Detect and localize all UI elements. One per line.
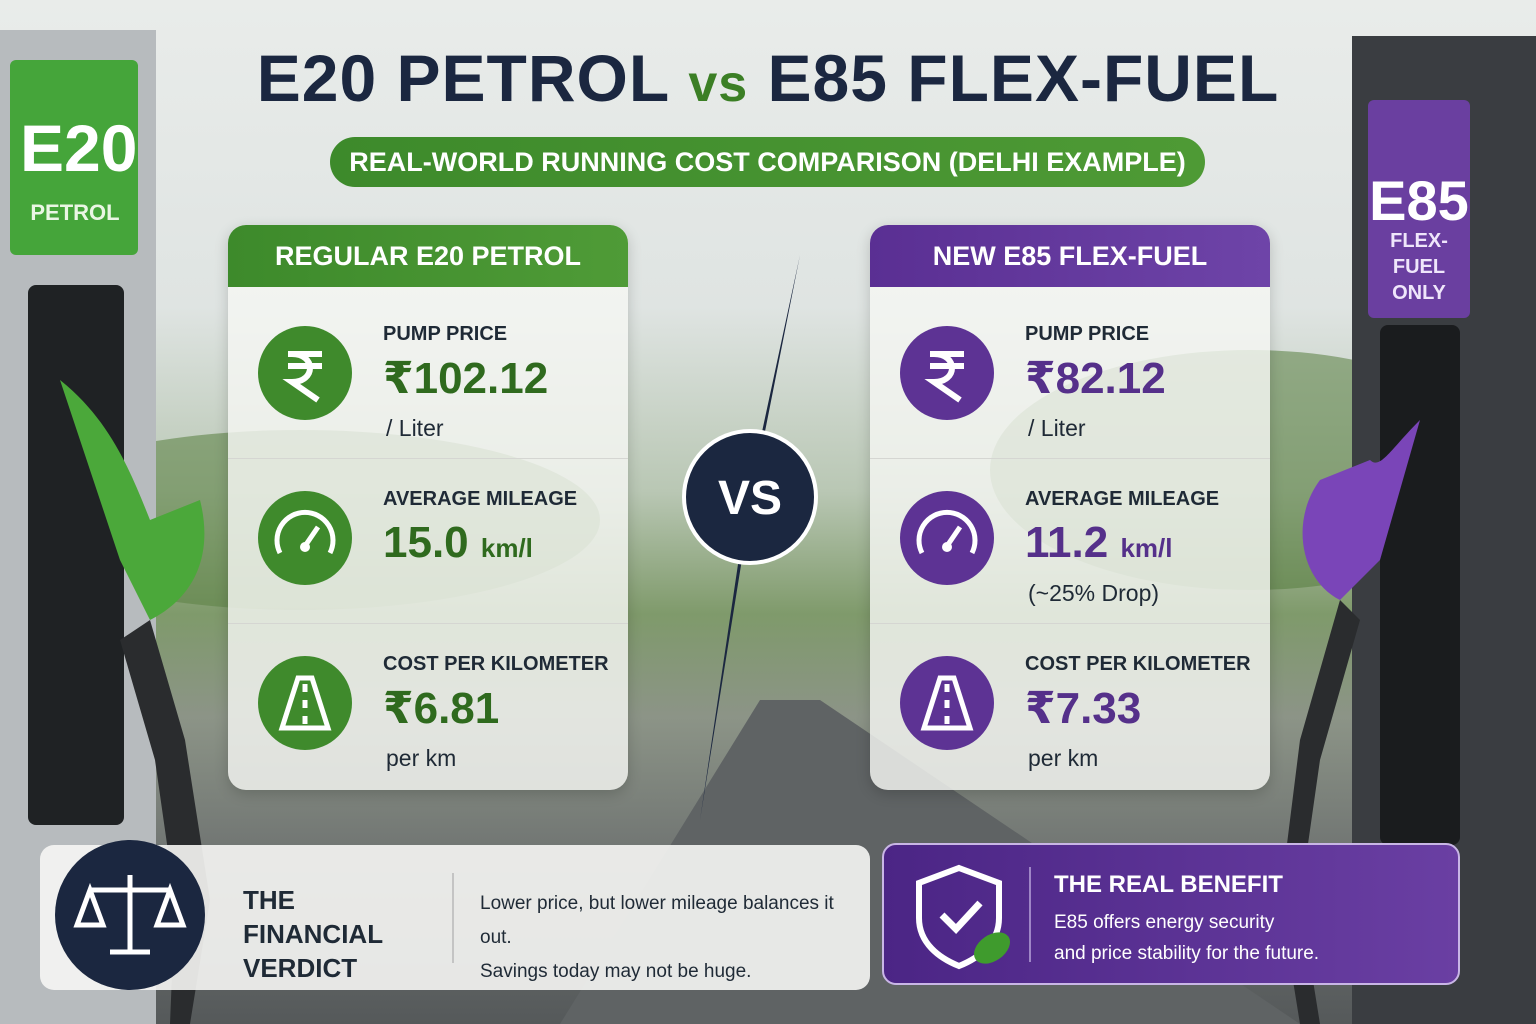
metric-row: COST PER KILOMETER ₹7.33 per km	[870, 623, 1270, 788]
pump-panel	[10, 60, 138, 255]
metric-row: COST PER KILOMETER ₹6.81 per km	[228, 623, 628, 788]
verdict-title: THE FINANCIAL VERDICT	[243, 885, 383, 983]
metric-label: PUMP PRICE	[1025, 323, 1150, 345]
card-title: NEW E85 FLEX-FUEL	[870, 225, 1270, 287]
metric-icon	[900, 656, 994, 750]
metric-unit: per km	[1028, 745, 1099, 771]
pump-code: E20	[20, 111, 138, 185]
metric-value: ₹102.12	[383, 353, 548, 404]
metric-value: ₹7.33	[1025, 683, 1141, 734]
title-vs: vs	[688, 55, 749, 113]
metric-unit: km/l	[1120, 533, 1173, 563]
title: E20 PETROL vs E85 FLEX-FUEL	[0, 40, 1536, 116]
vs-label: VS	[718, 472, 782, 525]
metric-row: PUMP PRICE ₹102.12 / Liter	[228, 293, 628, 458]
row-separator	[228, 623, 628, 624]
vs-circle	[682, 429, 818, 565]
metric-icon	[258, 326, 352, 420]
benefit-text: E85 offers energy security and price sta…	[1054, 907, 1319, 969]
metric-number: 11.2	[1025, 518, 1109, 567]
scale-icon	[55, 840, 205, 990]
verdict-box: THE FINANCIAL VERDICT Lower price, but l…	[40, 840, 870, 990]
card: REGULAR E20 PETROL PUMP PRICE ₹102.12 / Lit…	[228, 225, 628, 790]
subtitle: REAL-WORLD RUNNING COST COMPARISON (DELH…	[330, 137, 1205, 187]
metric-row: PUMP PRICE ₹82.12 / Liter	[870, 293, 1270, 458]
metric-icon	[900, 326, 994, 420]
metric-label: AVERAGE MILEAGE	[383, 488, 578, 510]
metric-label: COST PER KILOMETER	[383, 653, 609, 675]
divider	[452, 873, 454, 963]
metric-number: ₹82.12	[1025, 354, 1166, 403]
benefit-title: THE REAL BENEFIT	[1054, 871, 1283, 898]
title-right: E85 FLEX-FUEL	[767, 41, 1280, 115]
metric-note: (~25% Drop)	[1028, 580, 1160, 606]
metric-number: ₹7.33	[1025, 684, 1142, 733]
metric-row: AVERAGE MILEAGE 11.2 km/l (~25% Drop)	[870, 458, 1270, 623]
metric-icon	[258, 491, 352, 585]
verdict-line: Lower price, but lower mileage balances …	[480, 893, 834, 948]
pump-holster	[1380, 325, 1460, 845]
verdict-line: Savings today may not be huge.	[480, 961, 752, 982]
metric-label: PUMP PRICE	[383, 323, 508, 345]
metric-unit: per km	[386, 745, 457, 771]
benefit-line: E85 offers energy security	[1054, 912, 1275, 933]
metric-value: 11.2 km/l	[1025, 518, 1172, 568]
verdict-text: Lower price, but lower mileage balances …	[480, 887, 870, 989]
metric-icon	[258, 656, 352, 750]
metric-value: ₹82.12	[1025, 353, 1166, 404]
row-separator	[228, 458, 628, 459]
benefit-line: and price stability for the future.	[1054, 943, 1320, 964]
metric-unit: / Liter	[1028, 415, 1086, 441]
metric-number: ₹6.81	[383, 684, 500, 733]
shield-icon	[916, 864, 1011, 970]
metric-unit: km/l	[480, 533, 533, 563]
pump-code: E85	[1369, 169, 1469, 232]
title-left: E20 PETROL	[256, 41, 669, 115]
metric-number: ₹102.12	[383, 354, 549, 403]
pump-label: PETROL	[30, 200, 120, 225]
divider	[1029, 867, 1031, 962]
metric-row: AVERAGE MILEAGE 15.0 km/l	[228, 458, 628, 623]
benefit-box: THE REAL BENEFIT E85 offers energy secur…	[882, 843, 1460, 985]
metric-unit: / Liter	[386, 415, 444, 441]
metric-value: ₹6.81	[383, 683, 499, 734]
card: NEW E85 FLEX-FUEL PUMP PRICE ₹82.12 / Liter…	[870, 225, 1270, 790]
pump-holster	[28, 285, 124, 825]
metric-number: 15.0	[383, 518, 469, 567]
metric-icon	[900, 491, 994, 585]
metric-label: COST PER KILOMETER	[1025, 653, 1251, 675]
nozzle	[1302, 420, 1420, 600]
metric-value: 15.0 km/l	[383, 518, 533, 568]
row-separator	[870, 458, 1270, 459]
metric-label: AVERAGE MILEAGE	[1025, 488, 1220, 510]
pump-panel	[1368, 100, 1470, 318]
row-separator	[870, 623, 1270, 624]
card-title: REGULAR E20 PETROL	[228, 225, 628, 287]
nozzle	[60, 380, 205, 620]
pump-label: FLEX-FUEL ONLY	[1390, 230, 1448, 304]
